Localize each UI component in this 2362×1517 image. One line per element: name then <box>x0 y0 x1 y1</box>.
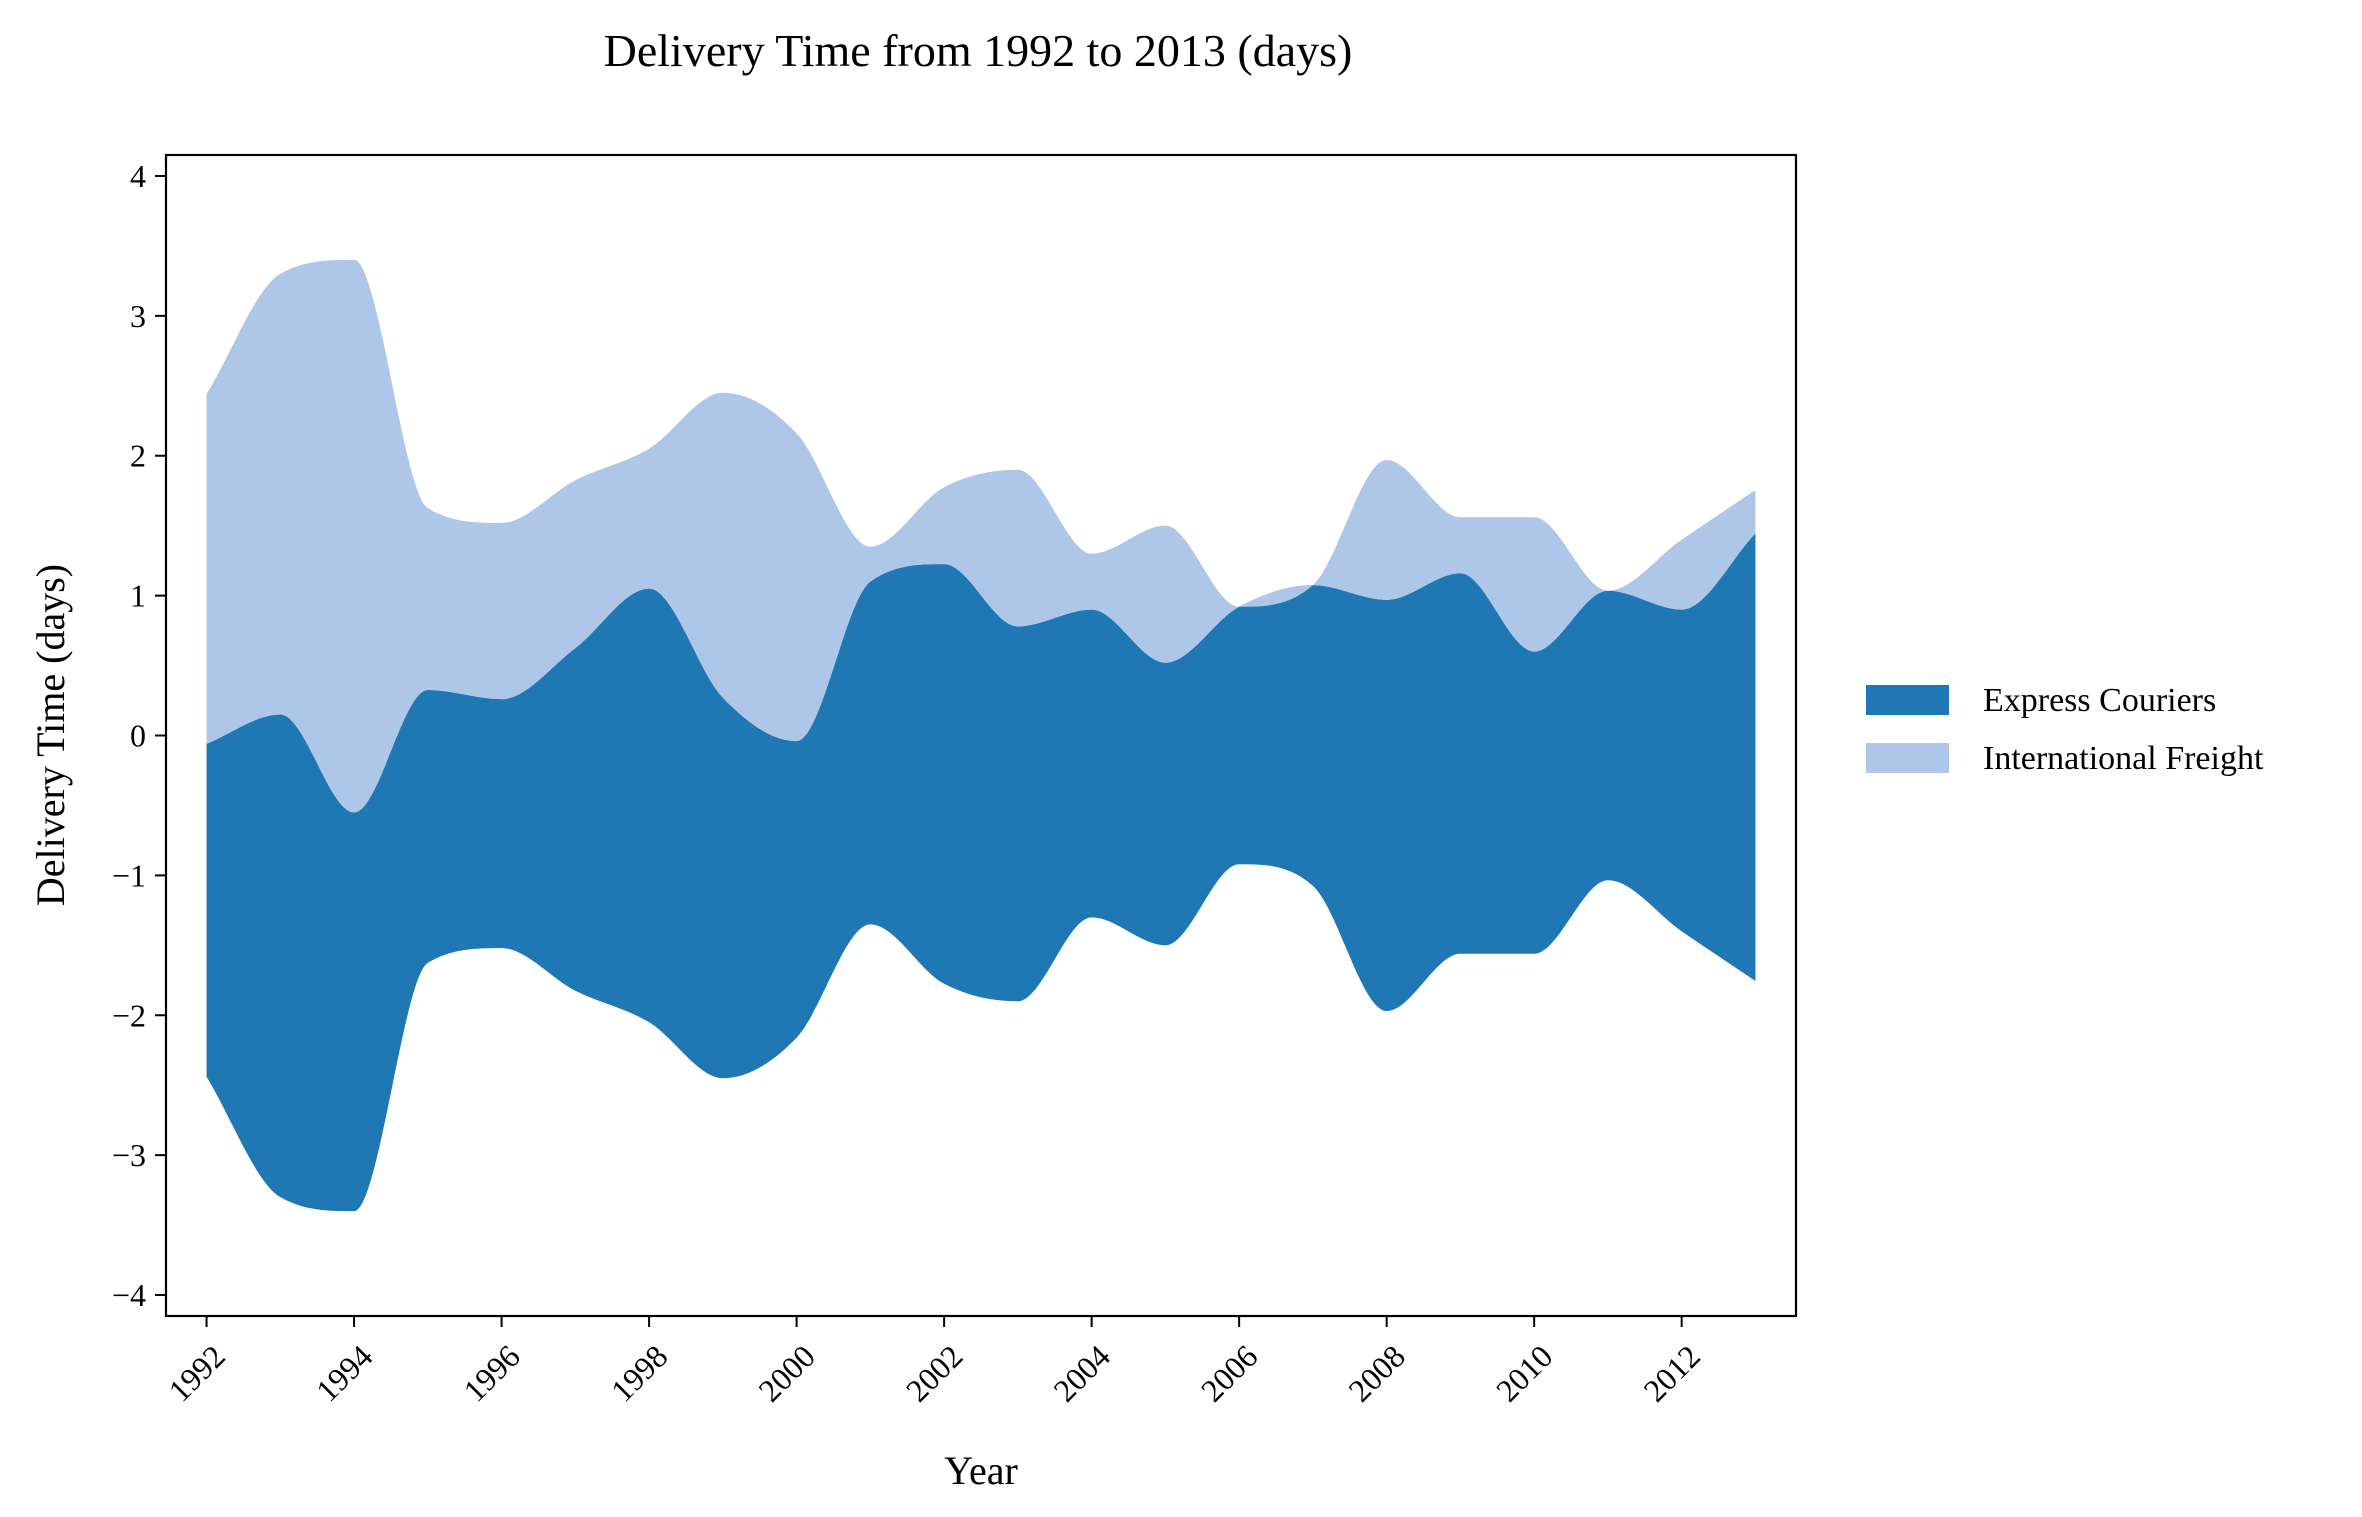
x-tick-label: 1996 <box>456 1338 527 1409</box>
stream-areas <box>206 259 1756 1212</box>
legend-label: International Freight <box>1983 740 2264 777</box>
y-tick-label: −4 <box>112 1277 146 1313</box>
y-axis: −4 −3 −2 −1 0 1 2 3 4 <box>112 158 166 1313</box>
x-tick-label: 2010 <box>1489 1338 1560 1409</box>
y-tick-label: 1 <box>130 578 146 614</box>
x-tick-label: 2000 <box>751 1338 822 1409</box>
legend: Express Couriers International Freight <box>1866 682 2264 777</box>
y-tick-label: 0 <box>130 718 146 754</box>
x-tick-label: 1998 <box>604 1338 675 1409</box>
x-tick-label: 2012 <box>1636 1338 1707 1409</box>
stream-series-1 <box>206 533 1756 1212</box>
x-tick-label: 2008 <box>1341 1338 1412 1409</box>
legend-swatch <box>1866 685 1949 715</box>
y-tick-label: 4 <box>130 158 146 194</box>
x-tick-label: 1992 <box>161 1338 232 1409</box>
y-tick-label: −2 <box>112 997 146 1033</box>
x-axis-label: Year <box>944 1448 1018 1493</box>
y-axis-label: Delivery Time (days) <box>28 564 73 906</box>
x-axis: 1992 1994 1996 1998 2000 2002 2004 2006 2008 2010… <box>161 1316 1707 1409</box>
x-tick-label: 2004 <box>1046 1338 1117 1409</box>
x-tick-label: 1994 <box>309 1338 380 1409</box>
y-tick-label: 3 <box>130 298 146 334</box>
plot-area <box>164 153 1798 1318</box>
legend-swatch <box>1866 743 1949 773</box>
y-tick-label: −1 <box>112 857 146 893</box>
x-tick-label: 2006 <box>1194 1338 1265 1409</box>
x-tick-label: 2002 <box>899 1338 970 1409</box>
legend-label: Express Couriers <box>1983 682 2216 719</box>
stream-series-2 <box>206 259 1756 813</box>
chart-title: Delivery Time from 1992 to 2013 (days) <box>604 25 1353 76</box>
y-tick-label: −3 <box>112 1137 146 1173</box>
y-tick-label: 2 <box>130 438 146 474</box>
